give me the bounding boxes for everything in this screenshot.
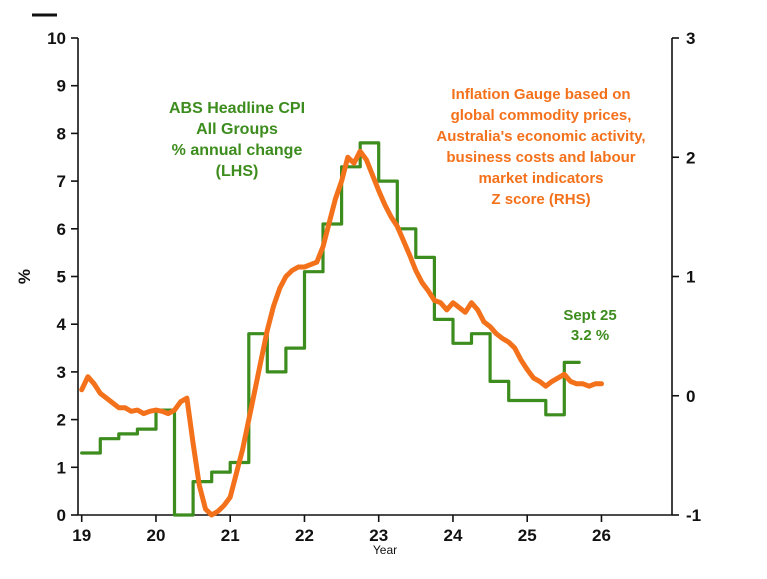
left-axis-tick-label: 4 <box>57 315 67 334</box>
y-axis-label: % <box>15 269 34 284</box>
x-axis-tick-label: 24 <box>444 526 463 545</box>
x-axis-tick-label: 20 <box>147 526 166 545</box>
left-axis-tick-label: 10 <box>47 29 66 48</box>
x-axis-label: Year <box>373 543 397 557</box>
left-axis-tick-label: 9 <box>57 77 66 96</box>
right-axis-tick-label: -1 <box>686 506 701 525</box>
left-axis-tick-label: 3 <box>57 363 66 382</box>
right-axis-tick-label: 0 <box>686 387 695 406</box>
right-axis-tick-label: 3 <box>686 29 695 48</box>
x-axis-tick-label: 22 <box>295 526 314 545</box>
x-axis-tick-label: 26 <box>592 526 611 545</box>
right-axis-tick-label: 1 <box>686 268 695 287</box>
x-axis-tick-label: 19 <box>72 526 91 545</box>
x-axis-tick-label: 23 <box>369 526 388 545</box>
x-axis-tick-label: 25 <box>518 526 537 545</box>
inflation-gauge-line <box>79 148 604 518</box>
left-axis-tick-label: 6 <box>57 220 66 239</box>
left-axis-tick-label: 7 <box>57 172 66 191</box>
left-axis-tick-label: 2 <box>57 411 66 430</box>
left-axis-tick-label: 1 <box>57 458 66 477</box>
x-axis-tick-label: 21 <box>221 526 240 545</box>
left-axis-tick-label: 5 <box>57 268 66 287</box>
right-axis-tick-label: 2 <box>686 148 695 167</box>
cpi-line <box>80 141 581 517</box>
left-axis-tick-label: 0 <box>57 506 66 525</box>
left-axis-tick-label: 8 <box>57 124 66 143</box>
